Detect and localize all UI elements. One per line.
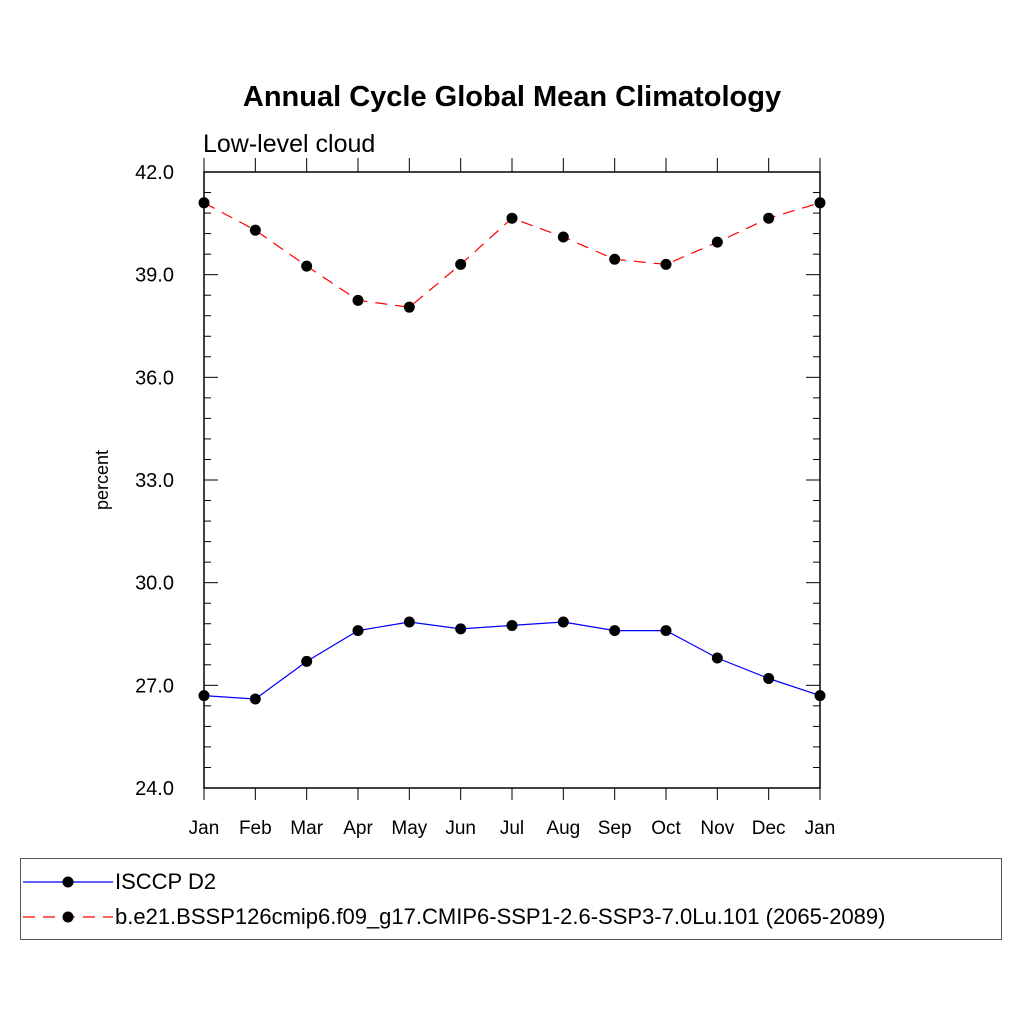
series-1-point (506, 212, 518, 224)
x-tick-label: Oct (651, 818, 681, 839)
legend-swatch-isccp (23, 876, 113, 888)
chart-title: Annual Cycle Global Mean Climatology (243, 81, 781, 113)
series-1-point (763, 212, 775, 224)
series-0-point (660, 625, 672, 637)
series-0-point (609, 625, 621, 637)
x-tick-label: May (391, 818, 427, 839)
legend-swatch-model (23, 911, 113, 923)
chart-subtitle: Low-level cloud (203, 130, 375, 158)
series-0-point (711, 652, 723, 664)
series-1-point (660, 258, 672, 270)
series-1-point (814, 197, 826, 209)
series-0-point (814, 690, 826, 702)
series-0-point (198, 690, 210, 702)
series-1-point (455, 258, 467, 270)
y-tick-label: 24.0 (135, 778, 174, 800)
series-layer (198, 197, 826, 705)
series-1-point (711, 236, 723, 248)
series-0-point (557, 616, 569, 628)
series-1-point (403, 301, 415, 313)
series-1-point (249, 224, 261, 236)
y-tick-label: 27.0 (135, 675, 174, 697)
series-1-point (198, 197, 210, 209)
series-0-point (249, 693, 261, 705)
x-tick-label: Jun (445, 818, 476, 839)
series-line-0 (203, 621, 821, 700)
series-1-point (609, 253, 621, 265)
legend-item-isccp: ISCCP D2 (21, 867, 216, 897)
x-tick-label: Jul (500, 818, 524, 839)
y-axis-label: percent (92, 450, 112, 510)
series-0-point (352, 625, 364, 637)
series-0-point (301, 655, 313, 667)
x-tick-label: Jan (805, 818, 836, 839)
y-tick-label: 30.0 (135, 573, 174, 595)
y-tick-label: 36.0 (135, 367, 174, 389)
series-1-point (557, 231, 569, 243)
x-tick-label: Nov (700, 818, 734, 839)
series-1-point (352, 294, 364, 306)
x-tick-label: Sep (598, 818, 632, 839)
series-0-point (455, 623, 467, 635)
x-tick-label: Aug (546, 818, 580, 839)
x-tick-label: Mar (290, 818, 323, 839)
y-tick-label: 39.0 (135, 265, 174, 287)
x-tick-label: Feb (239, 818, 272, 839)
y-tick-label: 33.0 (135, 470, 174, 492)
axis-ticks: 24.0 27.0 30.0 33.0 36.0 39.0 42.0 Jan Feb Mar Apr… (135, 158, 835, 839)
legend: ISCCP D2 b.e21.BSSP126cmip6.f09_g17.CMIP… (20, 858, 1002, 940)
x-tick-label: Apr (343, 818, 373, 839)
series-0-point (763, 672, 775, 684)
legend-label-model: b.e21.BSSP126cmip6.f09_g17.CMIP6-SSP1-2.… (115, 904, 886, 929)
series-0-point (506, 619, 518, 631)
legend-item-model: b.e21.BSSP126cmip6.f09_g17.CMIP6-SSP1-2.… (21, 902, 885, 932)
y-tick-label: 42.0 (135, 162, 174, 184)
series-0-point (403, 616, 415, 628)
x-tick-label: Dec (752, 818, 786, 839)
series-1-point (301, 260, 313, 272)
plot-frame (203, 171, 821, 789)
legend-label-isccp: ISCCP D2 (115, 869, 217, 894)
x-tick-label: Jan (189, 818, 220, 839)
